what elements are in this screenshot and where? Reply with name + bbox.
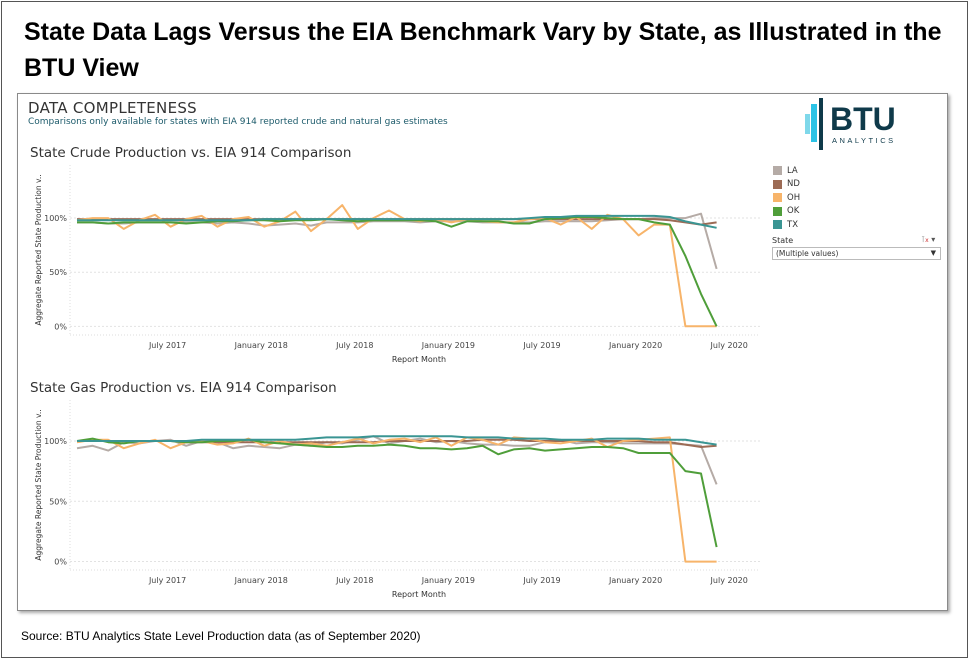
legend-label: OK <box>787 206 800 217</box>
x-tick-label: July 2017 <box>148 341 186 350</box>
legend-item-tx[interactable]: TX <box>773 218 800 232</box>
y-tick-label: 100% <box>44 437 67 446</box>
legend-item-nd[interactable]: ND <box>773 178 800 192</box>
y-tick-label: 100% <box>44 214 67 223</box>
btu-logo: BTU ANALYTICS <box>800 96 915 152</box>
series-line-tx <box>77 435 717 446</box>
y-axis-title: Aggregate Reported State Production v.. <box>34 409 43 560</box>
x-tick-label: July 2018 <box>335 341 373 350</box>
legend-label: ND <box>787 179 800 190</box>
dashboard-title: DATA COMPLETENESS <box>28 99 197 117</box>
y-tick-label: 50% <box>49 268 67 277</box>
dashboard-subtitle: Comparisons only available for states wi… <box>28 117 448 127</box>
legend-label: LA <box>787 165 798 176</box>
x-tick-label: January 2018 <box>234 576 288 585</box>
x-tick-label: July 2020 <box>710 576 748 585</box>
x-tick-label: January 2020 <box>608 341 662 350</box>
logo-subtext: ANALYTICS <box>832 136 896 145</box>
legend-label: TX <box>787 219 799 230</box>
legend-swatch <box>773 206 782 216</box>
series-line-ok <box>76 437 718 548</box>
clear-filter-icon[interactable]: ⊺x <box>921 235 929 244</box>
state-filter-dropdown[interactable]: (Multiple values) ▼ <box>772 247 941 260</box>
x-tick-label: January 2018 <box>234 341 288 350</box>
legend-label: OH <box>787 192 801 203</box>
y-tick-label: 50% <box>49 497 67 506</box>
x-axis-title: Report Month <box>392 590 446 599</box>
legend-swatch <box>773 193 782 203</box>
logo-text: BTU <box>830 101 896 137</box>
series-line-oh <box>76 436 717 563</box>
series-line-ok <box>77 216 718 327</box>
legend-item-la[interactable]: LA <box>773 164 800 178</box>
series-line-la <box>76 435 718 485</box>
chevron-down-icon: ▼ <box>930 249 936 257</box>
legend-item-oh[interactable]: OH <box>773 191 800 205</box>
crude-chart-title: State Crude Production vs. EIA 914 Compa… <box>30 145 352 161</box>
legend-swatch <box>773 220 782 230</box>
x-tick-label: January 2019 <box>421 576 475 585</box>
x-tick-label: January 2020 <box>608 576 662 585</box>
x-tick-label: July 2018 <box>335 576 373 585</box>
legend-item-ok[interactable]: OK <box>773 205 800 219</box>
source-note: Source: BTU Analytics State Level Produc… <box>21 629 421 643</box>
legend: LA ND OH OK TX <box>773 164 800 232</box>
legend-swatch <box>773 179 782 189</box>
x-tick-label: July 2020 <box>710 341 748 350</box>
state-filter-label: State <box>772 236 794 245</box>
state-filter-value: (Multiple values) <box>776 249 839 258</box>
x-tick-label: July 2017 <box>148 576 186 585</box>
filter-controls: ⊺x ▾ <box>921 235 935 244</box>
gas-chart-title: State Gas Production vs. EIA 914 Compari… <box>30 380 337 396</box>
legend-swatch <box>773 166 782 176</box>
headline: State Data Lags Versus the EIA Benchmark… <box>24 18 942 82</box>
x-tick-label: January 2019 <box>421 341 475 350</box>
x-tick-label: July 2019 <box>522 576 560 585</box>
y-tick-label: 0% <box>54 322 67 331</box>
btu-logo-icon: BTU ANALYTICS <box>805 98 896 150</box>
dashboard-panel <box>17 93 948 611</box>
y-axis-title: Aggregate Reported State Production v.. <box>34 174 43 325</box>
y-tick-label: 0% <box>54 558 67 567</box>
series-line-tx <box>77 214 717 229</box>
x-tick-label: July 2019 <box>522 341 560 350</box>
filter-menu-arrow-icon[interactable]: ▾ <box>931 235 936 244</box>
x-axis-title: Report Month <box>392 355 446 364</box>
